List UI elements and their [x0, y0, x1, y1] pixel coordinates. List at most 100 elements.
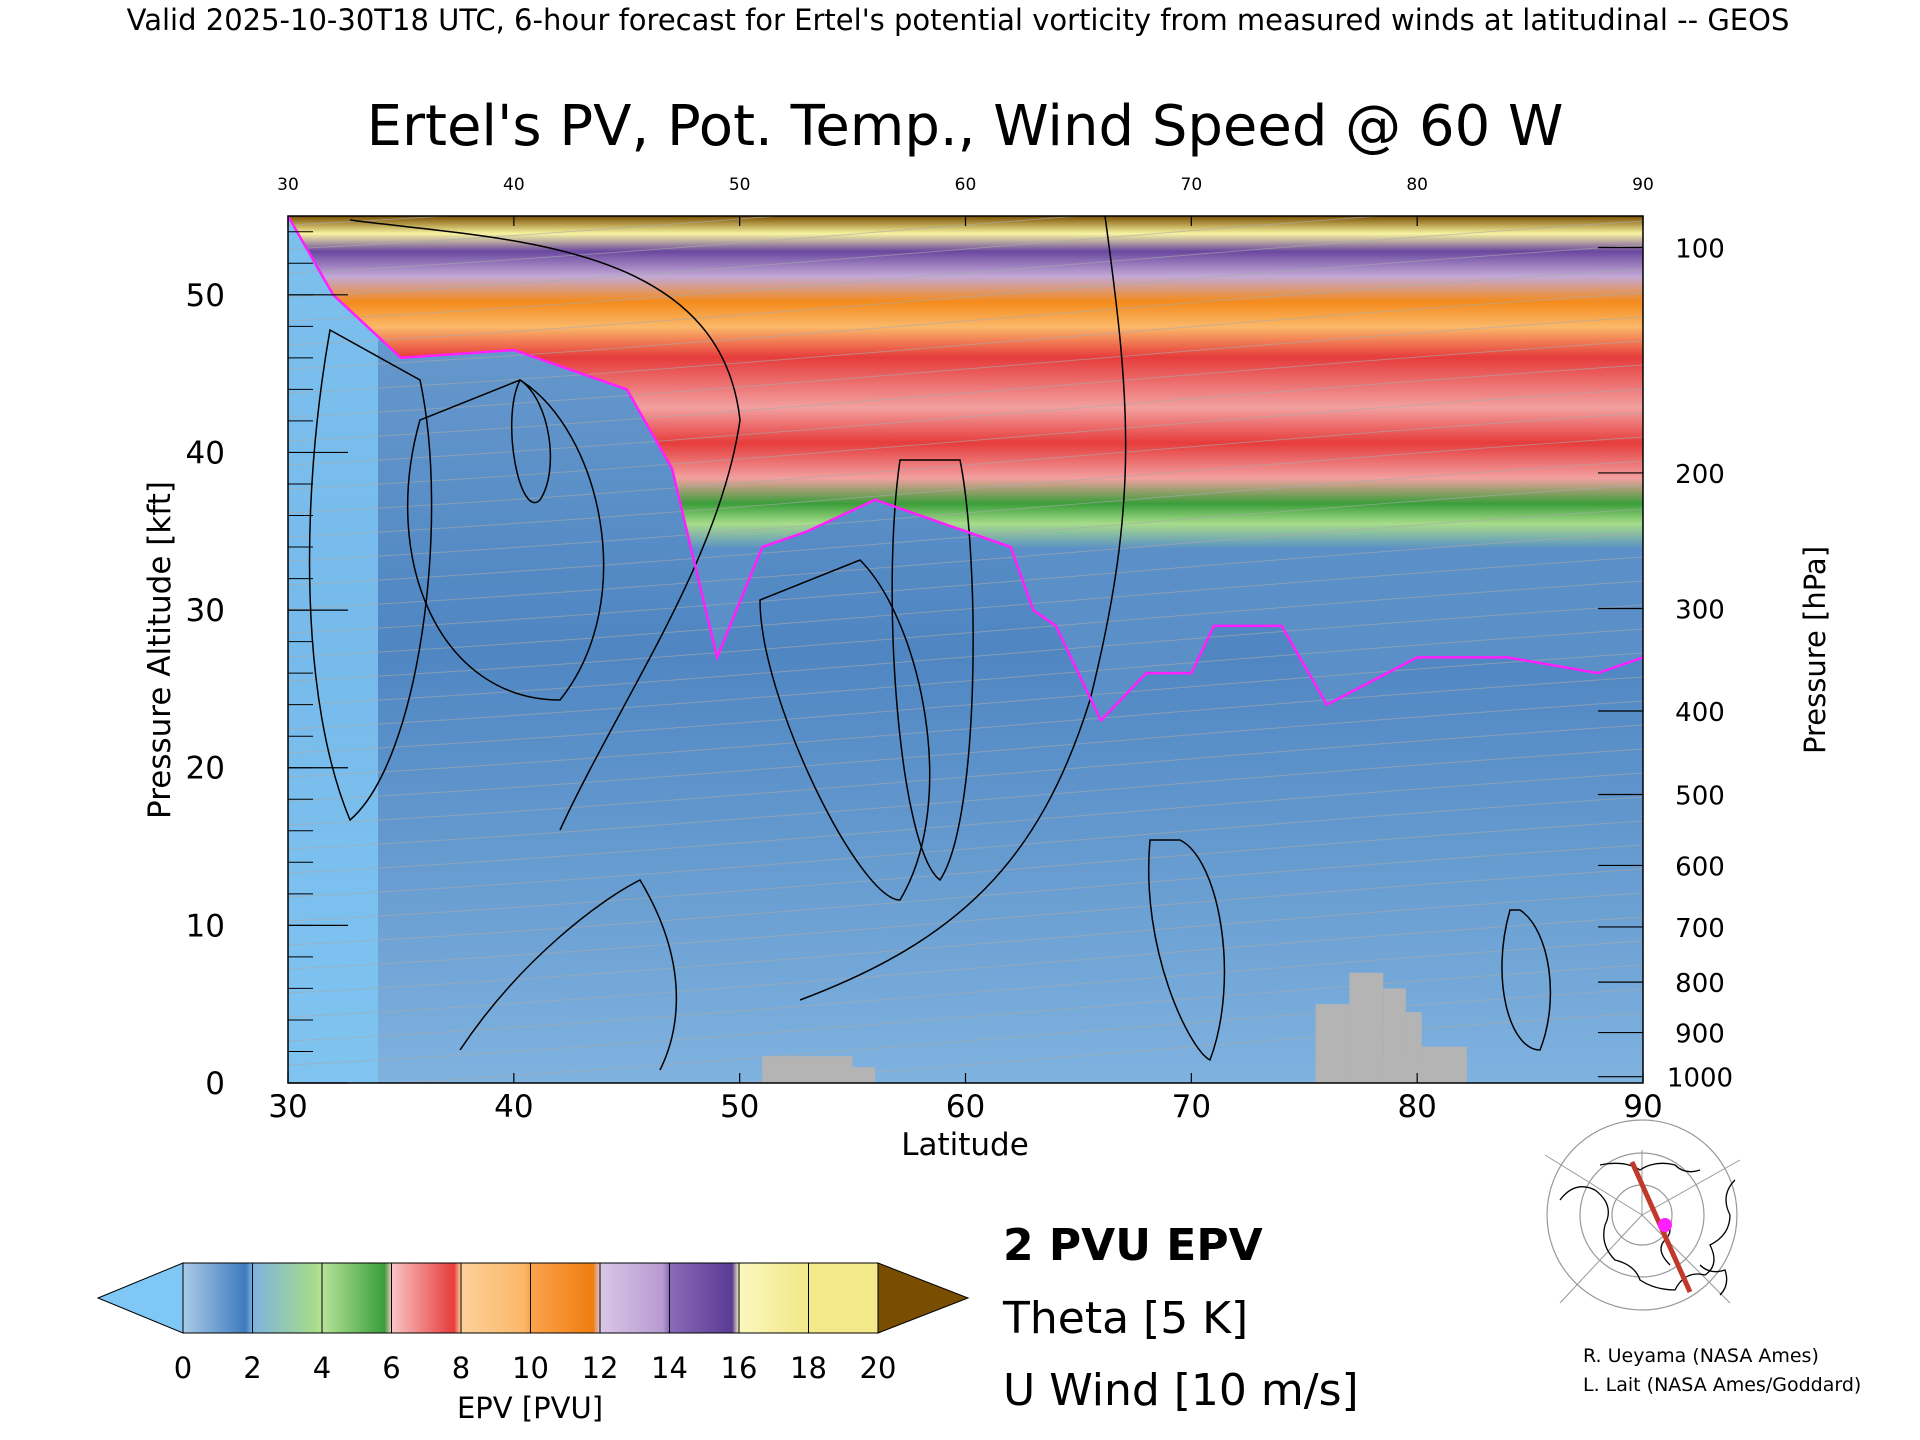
terrain-block [1421, 1046, 1467, 1083]
inset-polar-map [1544, 1119, 1741, 1311]
u-wind-contour-line [759, 559, 931, 901]
pressure-tick-label: 600 [1675, 852, 1725, 882]
theta-contour-line [288, 460, 1643, 562]
theta-contour-line [288, 940, 1643, 1042]
y-axis-label: Pressure Altitude [kft] [142, 481, 178, 819]
colorbar-tick-label: 18 [790, 1351, 827, 1385]
theta-contour-line [288, 580, 1643, 682]
x-tick-label: 80 [1397, 1089, 1436, 1125]
top-tick-label: 80 [1406, 175, 1428, 195]
theta-contour-line [288, 364, 1643, 466]
y-tick-label: 10 [186, 908, 225, 944]
terrain-mask [762, 972, 1467, 1083]
map-location-marker [1658, 1218, 1672, 1232]
epv-colorbar: 0 2 4 6 8 10 12 14 16 18 20 EPV [PVU] [96, 1262, 970, 1425]
plot-area [288, 216, 1643, 1083]
theta-contour-line [288, 820, 1643, 922]
y-axis: 0 10 20 30 40 50 [186, 231, 348, 1102]
x-axis-label: Latitude [901, 1127, 1029, 1163]
u-wind-contour-line [510, 378, 552, 504]
theta-contour-line [288, 700, 1643, 802]
u-wind-contour-line [459, 879, 678, 1071]
colorbar-tick-label: 6 [382, 1351, 400, 1385]
y-tick-label: 50 [186, 278, 225, 314]
theta-contour-line [288, 268, 1643, 370]
theta-contour-line [288, 388, 1643, 490]
pressure-tick-label: 400 [1675, 698, 1725, 728]
pressure-tick-label: 1000 [1667, 1064, 1733, 1094]
theta-contour-line [288, 868, 1643, 970]
theta-contour-line [288, 216, 1084, 274]
theta-contour-line [288, 216, 1386, 298]
colorbar-ticks: 0 2 4 6 8 10 12 14 16 18 20 [174, 1263, 897, 1385]
top-tick-label: 40 [503, 175, 525, 195]
colorbar-tick-label: 0 [174, 1351, 192, 1385]
theta-contour-line [288, 220, 1643, 322]
x-tick-label: 50 [720, 1089, 759, 1125]
colorbar-tick-label: 4 [313, 1351, 331, 1385]
theta-contour-line [288, 532, 1643, 634]
terrain-block [1315, 1004, 1350, 1083]
theta-contour-line [288, 484, 1643, 586]
pressure-tick-label: 800 [1675, 969, 1725, 999]
pressure-tick-label: 200 [1675, 460, 1725, 490]
colorbar-under-arrow [96, 1262, 184, 1334]
top-tick-label: 60 [955, 175, 977, 195]
u-wind-contour-line [349, 219, 741, 831]
colorbar-tick-label: 20 [860, 1351, 897, 1385]
theta-contour-line [288, 652, 1643, 754]
pressure-tick-label: 900 [1675, 1020, 1725, 1050]
colorbar-tick-label: 16 [721, 1351, 758, 1385]
theta-contour-line [733, 1012, 1643, 1083]
pressure-tick-label: 700 [1675, 914, 1725, 944]
u-wind-contour-line [407, 379, 605, 701]
top-tick-label: 90 [1632, 175, 1654, 195]
theta-contour-line [288, 244, 1643, 346]
x-axis: 30 40 50 60 70 80 90 [268, 1073, 1663, 1125]
map-latitude-ring-outer [1546, 1119, 1738, 1311]
theta-contour-line [288, 796, 1643, 898]
terrain-block [1349, 972, 1384, 1083]
pressure-axis: 100 200 300 400 500 600 700 800 900 1000 [1598, 235, 1733, 1094]
theta-contour-line [288, 508, 1643, 610]
colorbar-over-arrow [877, 1262, 970, 1334]
theta-contours [288, 216, 1643, 1083]
x-tick-label: 40 [494, 1089, 533, 1125]
u-wind-contour-line [891, 459, 974, 882]
colorbar-tick-label: 8 [452, 1351, 470, 1385]
legend: 2 PVU EPV Theta [5 K] U Wind [10 m/s] [1002, 1220, 1359, 1416]
colorbar-tick-label: 14 [651, 1351, 688, 1385]
top-tick-label: 70 [1181, 175, 1203, 195]
pv-2pvu-line [288, 216, 1643, 723]
theta-contour-line [288, 316, 1643, 418]
legend-pv-line: 2 PVU EPV [1003, 1220, 1263, 1271]
pressure-axis-label: Pressure [hPa] [1798, 546, 1832, 754]
theta-contour-line [288, 748, 1643, 850]
y-tick-label: 0 [205, 1066, 225, 1102]
theta-contour-line [288, 916, 1643, 1018]
theta-contour-line [288, 892, 1643, 994]
legend-uwind: U Wind [10 m/s] [1003, 1365, 1359, 1416]
pressure-tick-label: 100 [1675, 235, 1725, 265]
theta-contour-line [288, 772, 1643, 874]
top-tick-label: 30 [277, 175, 299, 195]
y-tick-label: 40 [186, 435, 225, 471]
x-tick-label: 60 [946, 1089, 985, 1125]
theta-contour-line [288, 436, 1643, 538]
theta-contour-line [288, 292, 1643, 394]
legend-theta: Theta [5 K] [1002, 1293, 1248, 1344]
y-tick-label: 30 [186, 593, 225, 629]
colorbar-tick-label: 2 [243, 1351, 261, 1385]
pressure-tick-label: 500 [1675, 782, 1725, 812]
theta-contour-line [288, 556, 1643, 658]
map-coastlines [1559, 1162, 1736, 1296]
theta-contour-line [288, 676, 1643, 778]
colorbar-tick-label: 10 [512, 1351, 549, 1385]
theta-contour-line [288, 628, 1643, 730]
x-tick-label: 70 [1172, 1089, 1211, 1125]
theta-contour-line [288, 216, 786, 250]
terrain-block [762, 1056, 853, 1083]
colorbar-tick-label: 12 [582, 1351, 619, 1385]
theta-contour-line [288, 724, 1643, 826]
